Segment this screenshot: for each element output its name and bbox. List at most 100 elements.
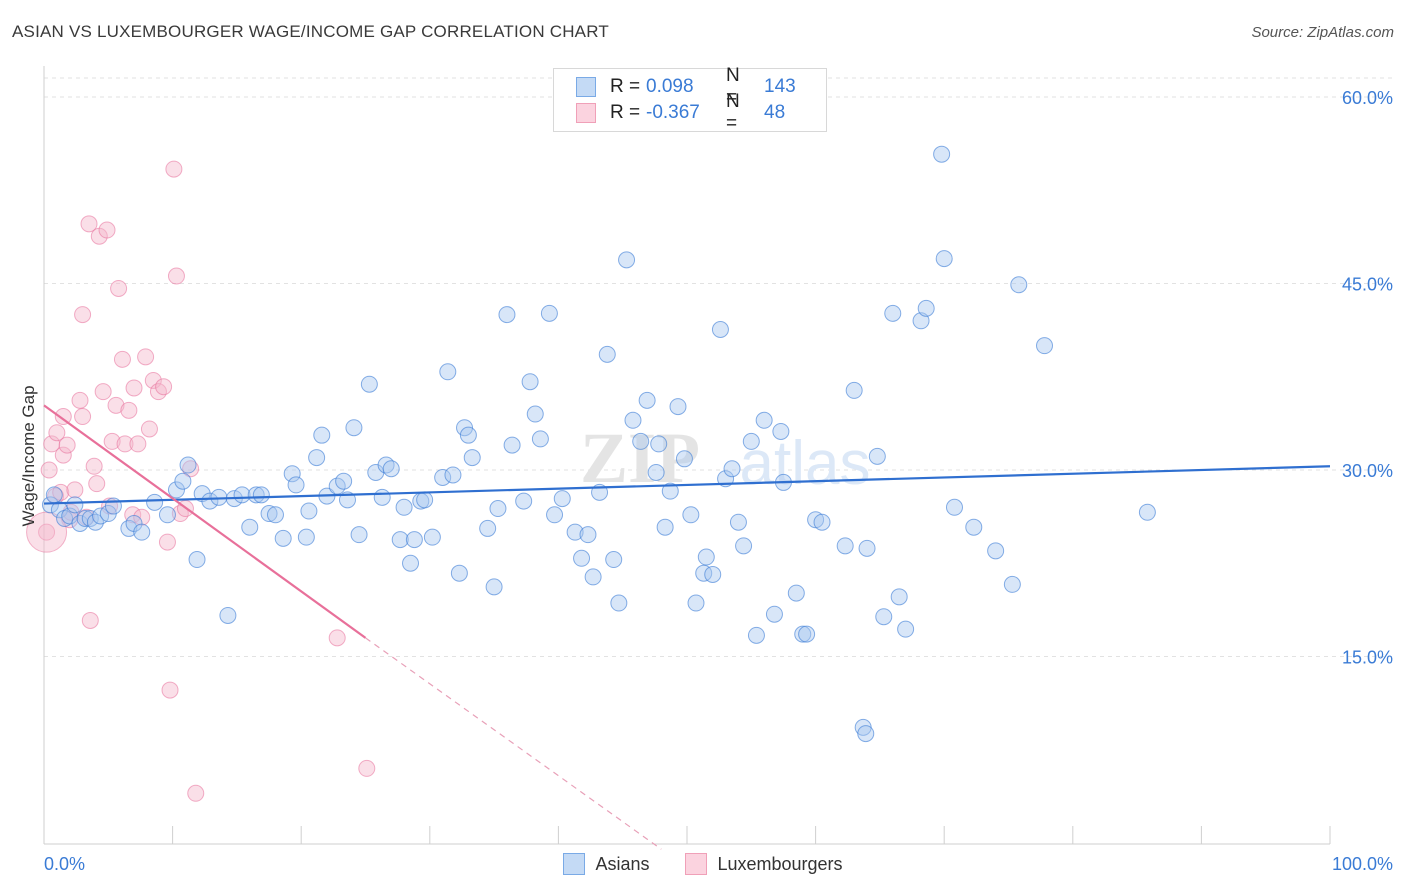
asian-point: [912, 312, 930, 330]
asian-point: [884, 304, 902, 322]
asian-point: [605, 551, 623, 569]
lux-point: [66, 481, 84, 499]
asian-point: [158, 506, 176, 524]
lux-point: [71, 391, 89, 409]
legend-n-value: 143: [764, 76, 796, 97]
asian-point: [695, 564, 713, 582]
lux-point: [137, 348, 155, 366]
asian-point: [233, 486, 251, 504]
lux-point: [113, 350, 131, 368]
asian-point: [845, 381, 863, 399]
chart-title: ASIAN VS LUXEMBOURGER WAGE/INCOME GAP CO…: [12, 22, 609, 41]
legend-row-asians: R = 0.098 N = 143: [576, 65, 796, 108]
asian-point: [598, 345, 616, 363]
asian-point: [650, 435, 668, 453]
legend-swatch-luxembourgers: [576, 103, 596, 123]
asian-point: [787, 584, 805, 602]
asian-point: [526, 405, 544, 423]
y-tick-label: 15.0%: [1342, 648, 1393, 668]
asian-point: [553, 490, 571, 508]
asian-point: [463, 449, 481, 467]
asian-point: [260, 505, 278, 523]
x-tick-label-max: 100.0%: [1332, 854, 1393, 874]
asian-point: [566, 523, 584, 541]
asian-point: [632, 432, 650, 450]
legend-r-label: R =: [610, 76, 641, 97]
asian-point: [479, 519, 497, 537]
asian-point: [498, 306, 516, 324]
lux-point: [187, 784, 205, 802]
asian-point: [723, 460, 741, 478]
legend-r-value: -0.367: [646, 102, 700, 123]
y-tick-label: 60.0%: [1342, 88, 1393, 108]
asian-point: [711, 321, 729, 339]
asian-point: [50, 501, 68, 519]
asian-point: [618, 251, 636, 269]
asian-point: [987, 542, 1005, 560]
lux-point: [48, 424, 66, 442]
asian-point: [308, 449, 326, 467]
lux-point: [74, 408, 92, 426]
asian-point: [584, 568, 602, 586]
lux-trend-extension: [365, 637, 662, 850]
asian-point: [579, 526, 597, 544]
legend-n-value: 48: [764, 102, 786, 123]
y-axis-label: Wage/Income Gap: [19, 385, 38, 526]
legend-r-label: R =: [610, 102, 641, 123]
asian-point: [735, 537, 753, 555]
legend-swatch-asians: [576, 77, 596, 97]
lux-point: [80, 215, 98, 233]
axes: [43, 66, 1331, 845]
asian-point: [350, 526, 368, 544]
asian-point: [531, 430, 549, 448]
asian-point: [647, 463, 665, 481]
legend-item-luxembourgers[interactable]: Luxembourgers: [685, 852, 843, 876]
asian-point: [444, 466, 462, 484]
asian-point: [794, 625, 812, 643]
asian-point: [765, 605, 783, 623]
asian-point: [669, 398, 687, 416]
lux-point: [58, 436, 76, 454]
lux-point: [161, 681, 179, 699]
asian-point: [179, 456, 197, 474]
axis-labels: 15.0% 30.0% 45.0% 60.0% 0.0% 100.0% Wage/Incom…: [19, 88, 1393, 874]
asian-point: [313, 426, 331, 444]
lux-point: [125, 379, 143, 397]
asian-point: [798, 625, 816, 643]
asian-point: [405, 531, 423, 549]
legend-row-luxembourgers: R = -0.367 N = 48: [576, 91, 786, 134]
asian-point: [373, 488, 391, 506]
asian-point: [704, 565, 722, 583]
legend-swatch-asians: [563, 853, 586, 875]
lux-point: [328, 629, 346, 647]
legend-n-label: N =: [726, 91, 740, 134]
lux-point: [81, 611, 99, 629]
lux-point: [40, 461, 58, 479]
asian-point: [682, 506, 700, 524]
luxembourger-points: [26, 160, 376, 802]
asian-point: [188, 551, 206, 569]
legend-label-asians: Asians: [595, 853, 650, 874]
asian-point: [167, 481, 185, 499]
asian-point: [434, 468, 452, 486]
asian-point: [868, 447, 886, 465]
legend-item-asians[interactable]: Asians: [563, 852, 649, 876]
asian-point: [450, 564, 468, 582]
legend-n-label: N =: [726, 65, 740, 108]
stats-legend: R = 0.098 N = 143 R = -0.367 N = 48: [553, 65, 827, 134]
asian-point: [489, 500, 507, 518]
asian-point: [772, 422, 790, 440]
lux-point: [144, 371, 162, 389]
asian-point: [45, 486, 63, 504]
asian-point: [729, 513, 747, 531]
chart-source: Source: ZipAtlas.com: [1251, 24, 1394, 41]
asian-point: [252, 486, 270, 504]
asian-point: [485, 578, 503, 596]
lux-point: [54, 408, 72, 426]
legend-label-luxembourgers: Luxembourgers: [717, 853, 843, 874]
asian-point: [416, 491, 434, 509]
x-tick-label-min: 0.0%: [44, 854, 85, 874]
asian-point: [945, 498, 963, 516]
asian-point: [120, 519, 138, 537]
